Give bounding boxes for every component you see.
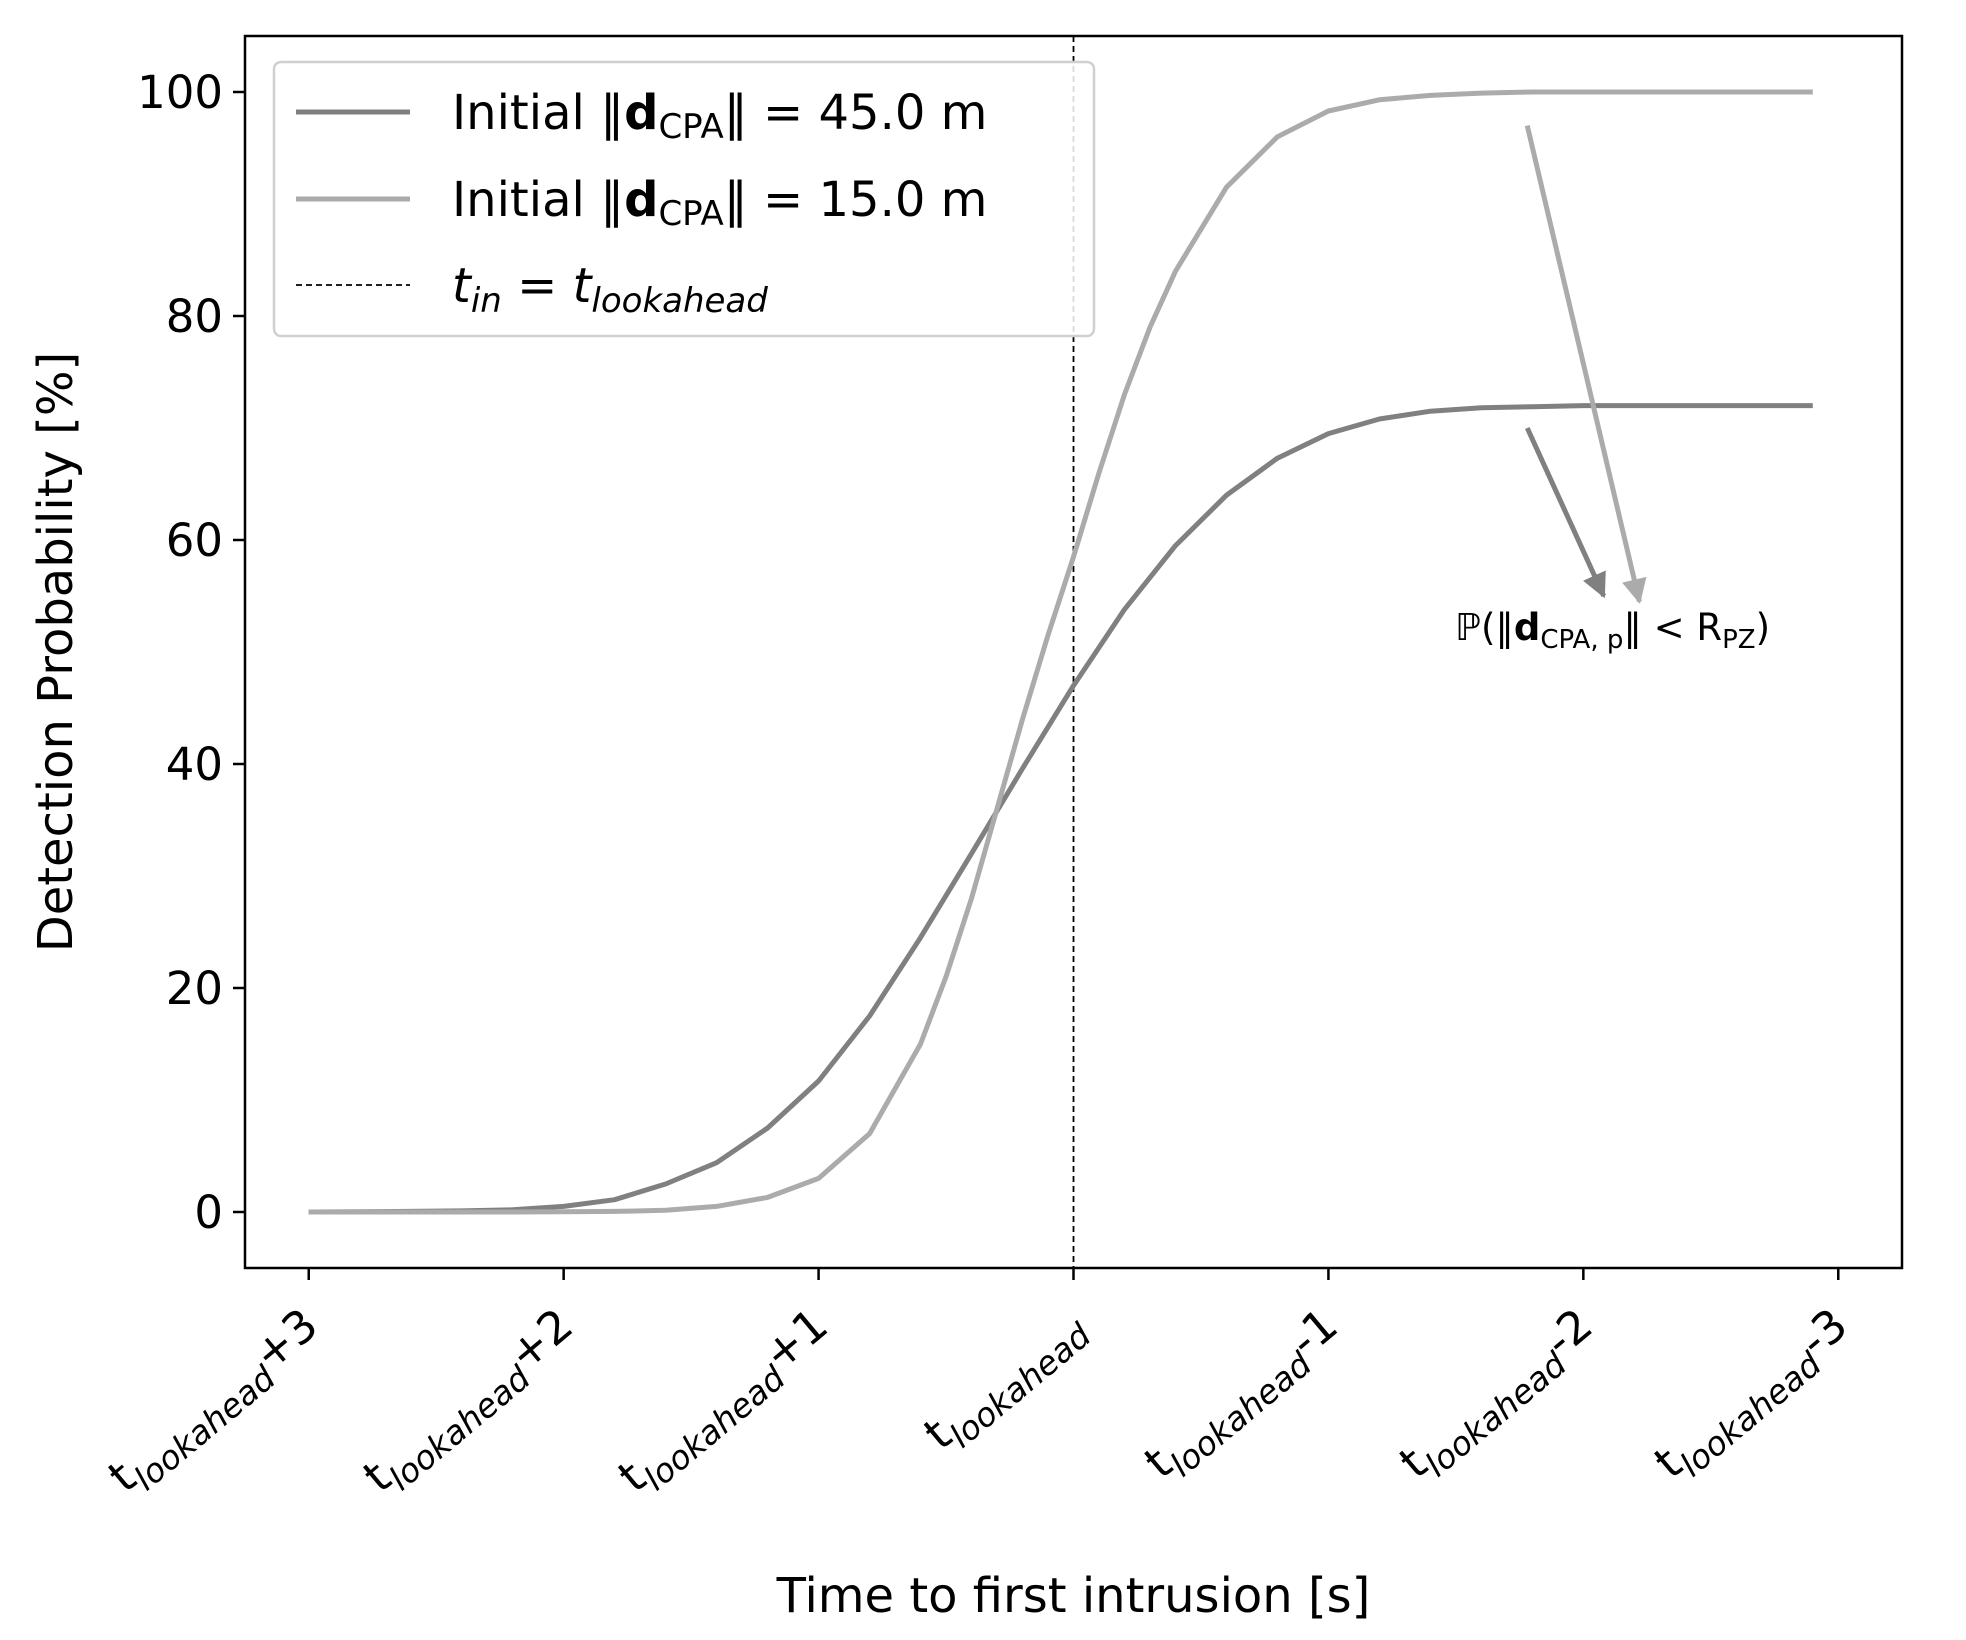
x-tick-sub: lookahead (126, 1357, 283, 1498)
legend-text-bold: d (624, 85, 658, 141)
annotation-arrow-0 (1524, 426, 1607, 599)
x-axis-label: Time to first intrusion [s] (776, 1568, 1371, 1624)
x-tick-label: tlookahead+1 (608, 1298, 843, 1510)
legend-label-2: tin = tlookahead (452, 258, 768, 321)
annotation-sub: CPA, p (1540, 625, 1623, 655)
x-tick-sub: lookahead (381, 1357, 538, 1498)
annotation-part: ℙ(‖ (1455, 606, 1514, 649)
legend-math-sub: in (471, 281, 502, 321)
x-tick-label: tlookahead-2 (1389, 1298, 1608, 1496)
x-tick-label: tlookahead+2 (353, 1298, 588, 1510)
legend-text-sub: CPA (658, 107, 723, 147)
legend-text-bold: d (624, 172, 658, 228)
y-tick-label: 20 (166, 962, 223, 1015)
series-line-0 (308, 403, 1813, 1215)
annotation: ℙ(‖dCPA, p‖ < RPZ) (1455, 125, 1770, 655)
legend-label-1: Initial ‖dCPA‖ = 15.0 m (452, 172, 987, 234)
annotation-sub: PZ (1722, 625, 1756, 655)
legend-text-part: Initial ‖ (452, 85, 624, 141)
annotation-label: ℙ(‖dCPA, p‖ < RPZ) (1455, 606, 1770, 655)
y-tick-label: 100 (137, 66, 223, 119)
legend-label-0: Initial ‖dCPA‖ = 45.0 m (452, 85, 987, 147)
x-tick-label: tlookahead-3 (1644, 1298, 1863, 1496)
annotation-arrow-1 (1524, 125, 1647, 605)
y-tick-label: 60 (166, 514, 223, 567)
y-tick-label: 80 (166, 290, 223, 343)
legend-text-part: ‖ = 45.0 m (724, 85, 988, 141)
legend-text-sub: CPA (658, 194, 723, 234)
x-tick-sub: lookahead (1418, 1344, 1575, 1485)
legend-text-part: Initial ‖ (452, 172, 624, 228)
x-tick-sub: lookahead (942, 1315, 1099, 1456)
x-tick-sub: lookahead (1163, 1344, 1320, 1485)
x-tick-label: tlookahead+3 (98, 1298, 333, 1510)
y-tick-label: 40 (166, 738, 223, 791)
y-tick-label: 0 (194, 1186, 223, 1239)
legend-math-sub: lookahead (591, 281, 768, 321)
legend-box (272, 60, 1096, 338)
legend-math: t (573, 258, 594, 314)
legend-math-eq: = (502, 258, 573, 314)
legend-math: t (452, 258, 473, 314)
x-tick-sub: lookahead (636, 1357, 793, 1498)
x-tick-label: tlookahead (914, 1297, 1099, 1467)
annotation-part: ) (1756, 606, 1770, 649)
series-line-1 (308, 89, 1813, 1215)
annotation-part: ‖ < R (1623, 606, 1722, 649)
x-tick-label: tlookahead-1 (1134, 1298, 1353, 1496)
x-tick-sub: lookahead (1672, 1344, 1829, 1485)
annotation-bold: d (1514, 606, 1541, 649)
y-axis-label: Detection Probability [%] (28, 352, 84, 953)
legend-text-part: ‖ = 15.0 m (724, 172, 988, 228)
